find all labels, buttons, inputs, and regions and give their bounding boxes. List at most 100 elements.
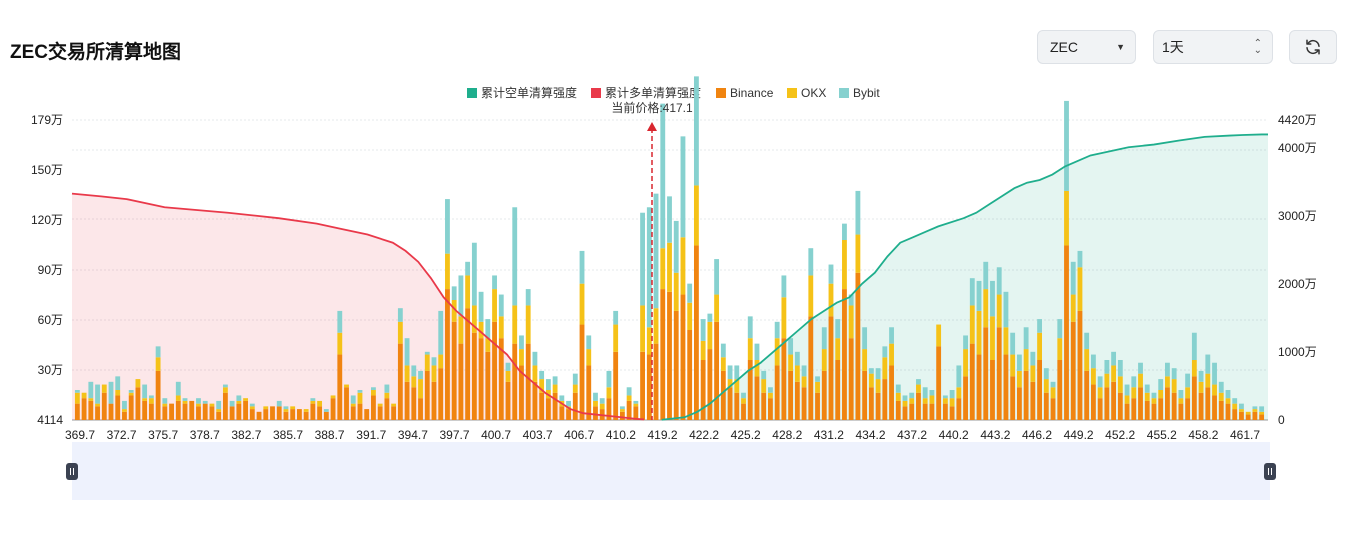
bar-binance[interactable] <box>1218 400 1224 420</box>
bar-bybit[interactable] <box>1037 319 1042 333</box>
bar-binance[interactable] <box>754 376 760 420</box>
bar-bybit[interactable] <box>424 351 430 355</box>
bar-binance[interactable] <box>646 354 652 420</box>
bar-binance[interactable] <box>1111 381 1117 420</box>
bar-okx[interactable] <box>990 316 995 360</box>
bar-okx[interactable] <box>350 403 356 407</box>
bar-binance[interactable] <box>182 403 188 420</box>
bar-bybit[interactable] <box>512 207 518 306</box>
bar-bybit[interactable] <box>525 289 531 306</box>
bar-okx[interactable] <box>606 387 612 399</box>
bar-bybit[interactable] <box>1252 406 1258 410</box>
bar-binance[interactable] <box>1144 400 1150 420</box>
bar-bybit[interactable] <box>875 368 881 380</box>
bar-bybit[interactable] <box>909 392 915 399</box>
legend-swatch[interactable] <box>716 88 726 98</box>
bar-binance[interactable] <box>909 403 915 420</box>
bar-bybit[interactable] <box>828 264 834 284</box>
bar-okx[interactable] <box>969 305 975 344</box>
bar-okx[interactable] <box>216 409 222 412</box>
bar-okx[interactable] <box>579 283 585 325</box>
bar-binance[interactable] <box>1131 398 1137 420</box>
bar-binance[interactable] <box>115 395 121 420</box>
bar-okx[interactable] <box>1084 349 1090 371</box>
bar-okx[interactable] <box>835 338 841 360</box>
bar-okx[interactable] <box>142 398 148 401</box>
bar-okx[interactable] <box>1178 398 1184 404</box>
bar-okx[interactable] <box>371 390 376 396</box>
bar-bybit[interactable] <box>633 400 639 404</box>
bar-bybit[interactable] <box>714 259 720 295</box>
bar-binance[interactable] <box>1239 411 1244 420</box>
bar-bybit[interactable] <box>88 381 94 399</box>
bar-okx[interactable] <box>162 403 168 407</box>
bar-binance[interactable] <box>371 395 376 420</box>
bar-okx[interactable] <box>263 406 269 410</box>
bar-bybit[interactable] <box>815 376 820 382</box>
bar-bybit[interactable] <box>115 376 121 390</box>
bar-binance[interactable] <box>229 406 235 420</box>
bar-okx[interactable] <box>310 400 316 404</box>
bar-binance[interactable] <box>788 370 794 420</box>
bar-binance[interactable] <box>492 321 497 420</box>
bar-okx[interactable] <box>1252 409 1258 412</box>
bar-binance[interactable] <box>122 411 127 420</box>
bar-binance[interactable] <box>673 310 679 420</box>
bar-binance[interactable] <box>1097 398 1103 420</box>
bar-bybit[interactable] <box>619 406 625 410</box>
bar-okx[interactable] <box>768 392 773 399</box>
bar-binance[interactable] <box>101 392 107 420</box>
bar-bybit[interactable] <box>438 310 444 355</box>
bar-okx[interactable] <box>344 384 349 388</box>
bar-okx[interactable] <box>236 400 242 404</box>
bar-binance[interactable] <box>330 398 336 420</box>
bar-binance[interactable] <box>1259 414 1265 420</box>
bar-okx[interactable] <box>182 400 188 404</box>
bar-okx[interactable] <box>411 376 417 388</box>
bar-binance[interactable] <box>1016 387 1022 420</box>
bar-binance[interactable] <box>216 411 222 420</box>
bar-okx[interactable] <box>1030 365 1036 382</box>
bar-bybit[interactable] <box>357 390 363 393</box>
bar-okx[interactable] <box>747 338 753 360</box>
bar-binance[interactable] <box>680 294 686 420</box>
bar-binance[interactable] <box>1245 414 1251 420</box>
bar-bybit[interactable] <box>498 294 504 317</box>
bar-binance[interactable] <box>532 381 538 420</box>
bar-bybit[interactable] <box>310 398 316 401</box>
bar-bybit[interactable] <box>572 373 578 385</box>
bar-binance[interactable] <box>438 368 444 420</box>
bar-okx[interactable] <box>209 403 215 407</box>
bar-okx[interactable] <box>693 185 699 246</box>
bar-okx[interactable] <box>317 400 323 407</box>
bar-binance[interactable] <box>559 406 565 420</box>
bar-bybit[interactable] <box>754 343 760 360</box>
bar-bybit[interactable] <box>895 384 901 393</box>
bar-binance[interactable] <box>794 381 800 420</box>
bar-binance[interactable] <box>687 330 693 420</box>
bar-binance[interactable] <box>88 400 94 420</box>
bar-bybit[interactable] <box>768 387 773 393</box>
bar-bybit[interactable] <box>599 398 605 404</box>
coin-select[interactable]: ZEC ▼ <box>1037 30 1136 64</box>
bar-bybit[interactable] <box>660 103 666 249</box>
bar-okx[interactable] <box>492 289 497 322</box>
bar-bybit[interactable] <box>842 223 847 240</box>
bar-bybit[interactable] <box>95 384 100 404</box>
bar-okx[interactable] <box>465 275 471 309</box>
bar-binance[interactable] <box>1171 392 1177 420</box>
bar-okx[interactable] <box>781 297 787 339</box>
bar-bybit[interactable] <box>1003 291 1009 328</box>
bar-okx[interactable] <box>754 360 760 377</box>
refresh-button[interactable] <box>1289 30 1337 64</box>
bar-okx[interactable] <box>855 234 861 273</box>
bar-bybit[interactable] <box>1185 373 1191 388</box>
bar-bybit[interactable] <box>1191 332 1197 360</box>
bar-binance[interactable] <box>95 406 100 420</box>
bar-binance[interactable] <box>539 392 545 420</box>
bar-okx[interactable] <box>1077 267 1083 311</box>
bar-okx[interactable] <box>303 409 309 412</box>
bar-okx[interactable] <box>1171 379 1177 393</box>
bar-bybit[interactable] <box>229 400 235 407</box>
bar-binance[interactable] <box>148 403 154 420</box>
